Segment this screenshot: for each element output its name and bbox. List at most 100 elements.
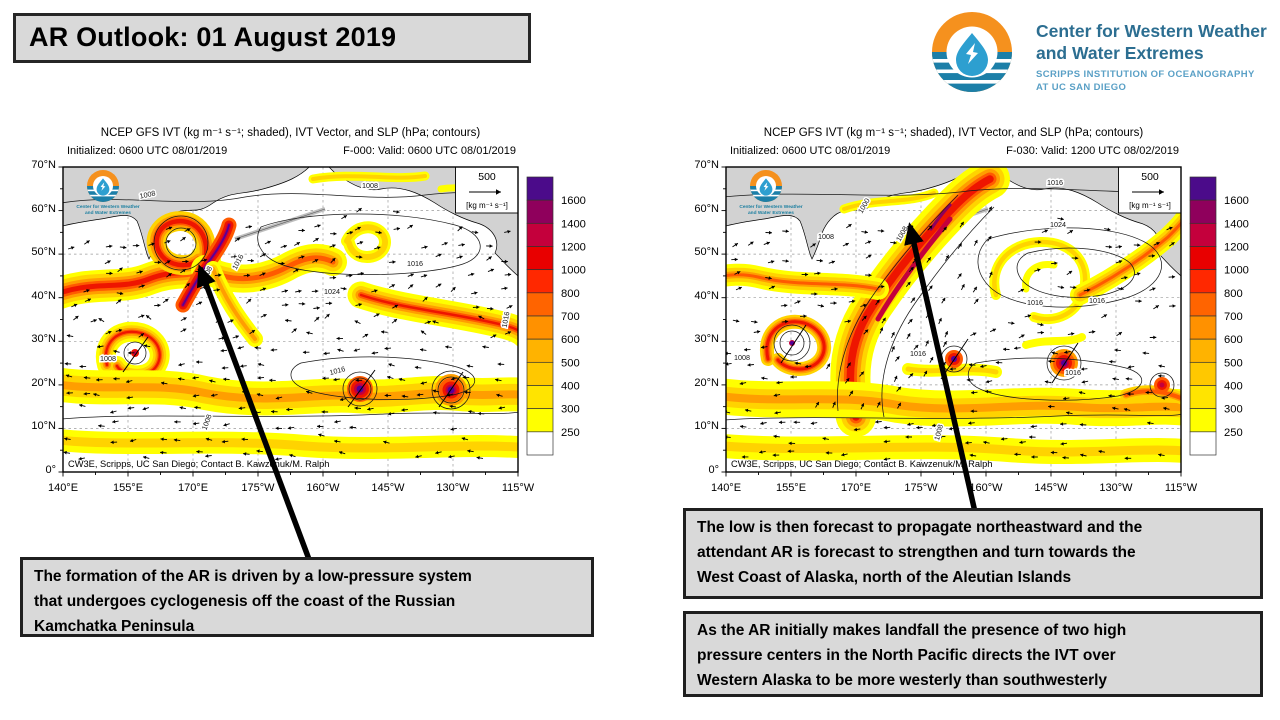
colorbar-cell <box>526 246 554 271</box>
ivt-shading <box>726 167 1181 464</box>
slide-title: AR Outlook: 01 August 2019 <box>13 13 531 63</box>
lon-tick-label: 130°W <box>436 482 470 494</box>
logo-org-subtitle: SCRIPPS INSTITUTION OF OCEANOGRAPHY AT U… <box>1036 68 1255 94</box>
svg-text:Center for Western Weather: Center for Western Weather <box>739 204 802 210</box>
svg-text:500: 500 <box>1141 171 1159 183</box>
slp-contour-label: 1008 <box>818 232 834 241</box>
colorbar: 1600 1400 1200 1000 800 700 600 500 400 300 250 <box>1189 176 1249 456</box>
colorbar-tick-label: 700 <box>561 311 580 323</box>
lon-tick-label: 175°W <box>241 482 275 494</box>
colorbar-tick-label: 1200 <box>1224 242 1249 254</box>
colorbar-tick-label: 1000 <box>1224 265 1249 277</box>
slp-contour-label: 1016 <box>1027 298 1043 307</box>
cw3e-logo: Center for Western Weather and Water Ext… <box>928 6 1280 102</box>
colorbar-tick-label: 1400 <box>561 218 586 230</box>
lon-tick-label: 155°E <box>112 482 144 494</box>
colorbar-cell <box>1189 199 1217 224</box>
slp-contour-label: 1016 <box>1065 368 1081 377</box>
lat-tick-label: 30°N <box>31 333 56 346</box>
cw3e-map-logo <box>749 170 783 203</box>
lon-tick-label: 160°W <box>306 482 340 494</box>
colorbar-tick-label: 300 <box>1224 404 1243 416</box>
slp-contour-label: 1016 <box>910 349 926 358</box>
colorbar-cell <box>526 176 554 201</box>
colorbar-cell <box>1189 408 1217 433</box>
colorbar-cell <box>526 222 554 247</box>
map-init-time: Initialized: 0600 UTC 08/01/2019 <box>67 145 228 157</box>
lat-tick-label: 50°N <box>31 246 56 259</box>
lat-tick-label: 60°N <box>31 202 56 215</box>
colorbar-cell <box>526 385 554 410</box>
annotation-propagation: The low is then forecast to propagate no… <box>683 508 1263 599</box>
lon-tick-label: 170°E <box>177 482 209 494</box>
map-title: NCEP GFS IVT (kg m⁻¹ s⁻¹; shaded), IVT V… <box>763 127 1144 139</box>
lon-tick-label: 140°E <box>710 482 742 494</box>
colorbar-tick-label: 700 <box>1224 311 1243 323</box>
map-title: NCEP GFS IVT (kg m⁻¹ s⁻¹; shaded), IVT V… <box>100 127 481 139</box>
slp-contour-label: 1024 <box>1050 220 1066 229</box>
colorbar-tick-label: 400 <box>1224 381 1243 393</box>
lon-tick-label: 115°W <box>1164 482 1198 494</box>
slp-contour-label: 1008 <box>362 181 378 190</box>
annotation-formation: The formation of the AR is driven by a l… <box>20 557 594 637</box>
colorbar-cell <box>526 361 554 386</box>
slp-contour-label: 1008 <box>100 354 116 363</box>
colorbar-cell <box>526 199 554 224</box>
svg-text:[kg m⁻¹ s⁻¹]: [kg m⁻¹ s⁻¹] <box>466 201 508 210</box>
svg-text:and Water Extremes: and Water Extremes <box>85 210 131 216</box>
annotation-high-pressure: As the AR initially makes landfall the p… <box>683 611 1263 697</box>
slp-contour-label: 1016 <box>1047 178 1063 187</box>
colorbar-tick-label: 250 <box>561 427 580 439</box>
logo-name-line1: Center for Western Weather <box>1036 21 1267 41</box>
lat-tick-label: 70°N <box>694 159 719 171</box>
ivt-vectors <box>726 206 1176 461</box>
slp-contour-label: 1024 <box>324 287 340 296</box>
slp-contour-label: 1016 <box>500 311 512 328</box>
colorbar-tick-label: 500 <box>561 357 580 369</box>
colorbar: 1600 1400 1200 1000 800 700 600 500 400 300 250 <box>526 176 586 456</box>
lon-tick-label: 145°W <box>371 482 405 494</box>
logo-sub-line2: AT UC SAN DIEGO <box>1036 82 1127 93</box>
colorbar-cell <box>526 431 554 456</box>
cw3e-logo-icon <box>932 12 1012 92</box>
lon-tick-label: 175°W <box>904 482 938 494</box>
colorbar-cell <box>526 269 554 294</box>
map-valid-time: F-000: Valid: 0600 UTC 08/01/2019 <box>343 145 516 157</box>
colorbar-cell <box>1189 222 1217 247</box>
colorbar-tick-label: 800 <box>561 288 580 300</box>
colorbar-cell <box>1189 176 1217 201</box>
lat-tick-label: 60°N <box>694 202 719 215</box>
lat-tick-label: 0° <box>45 464 56 476</box>
colorbar-cell <box>526 315 554 340</box>
svg-text:Center for Western Weather: Center for Western Weather <box>76 204 139 210</box>
lon-tick-label: 115°W <box>501 482 535 494</box>
lat-tick-label: 0° <box>708 464 719 476</box>
colorbar-tick-label: 600 <box>1224 334 1243 346</box>
colorbar-tick-label: 400 <box>561 381 580 393</box>
svg-text:500: 500 <box>478 171 496 183</box>
colorbar-cell <box>1189 431 1217 456</box>
colorbar-cell <box>526 408 554 433</box>
logo-sub-line1: SCRIPPS INSTITUTION OF OCEANOGRAPHY <box>1036 69 1255 80</box>
colorbar-tick-label: 1000 <box>561 265 586 277</box>
colorbar-tick-label: 1600 <box>1224 195 1249 207</box>
colorbar-tick-label: 1600 <box>561 195 586 207</box>
logo-org-name: Center for Western Weather and Water Ext… <box>1036 20 1267 64</box>
lat-tick-label: 70°N <box>31 159 56 171</box>
lon-tick-label: 145°W <box>1034 482 1068 494</box>
map-panel-forecast: NCEP GFS IVT (kg m⁻¹ s⁻¹; shaded), IVT V… <box>663 120 1280 512</box>
lon-tick-label: 155°E <box>775 482 807 494</box>
lat-tick-label: 20°N <box>694 376 719 389</box>
colorbar-cell <box>1189 338 1217 363</box>
colorbar-cell <box>1189 385 1217 410</box>
lon-tick-label: 170°E <box>840 482 872 494</box>
axis-ticks <box>721 166 1182 477</box>
colorbar-tick-label: 600 <box>561 334 580 346</box>
map-init-time: Initialized: 0600 UTC 08/01/2019 <box>730 145 891 157</box>
colorbar-cell <box>1189 269 1217 294</box>
svg-text:[kg m⁻¹ s⁻¹]: [kg m⁻¹ s⁻¹] <box>1129 201 1171 210</box>
svg-text:and Water Extremes: and Water Extremes <box>748 210 794 216</box>
colorbar-cell <box>1189 361 1217 386</box>
